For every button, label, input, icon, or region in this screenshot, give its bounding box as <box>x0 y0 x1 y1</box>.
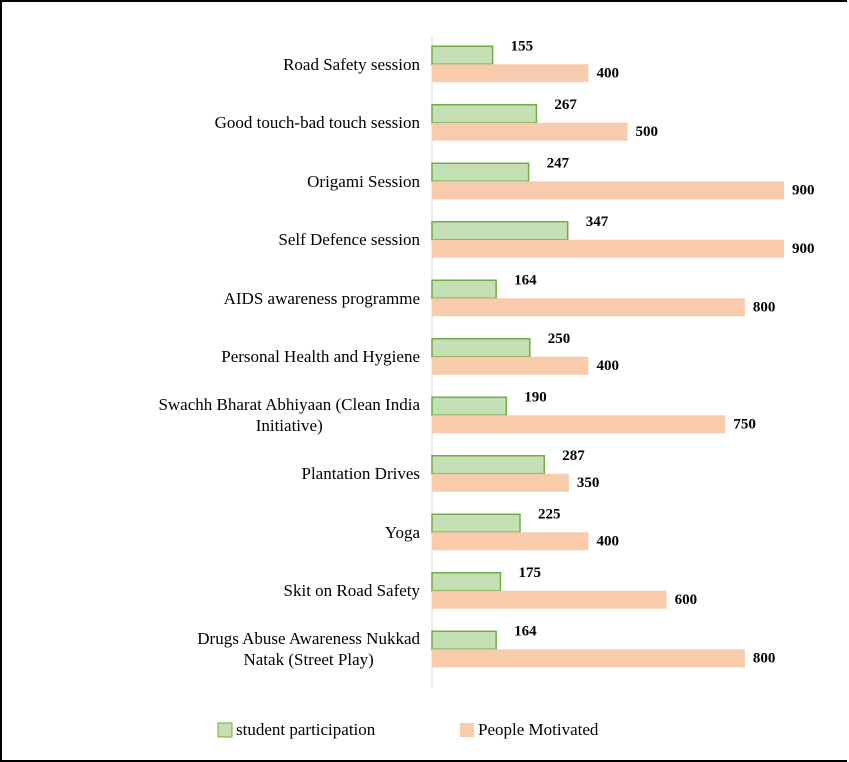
value-label: 175 <box>518 565 541 581</box>
bar <box>432 415 726 434</box>
category-text: Self Defence session <box>278 230 420 250</box>
bar <box>431 104 538 124</box>
category-label: Road Safety session <box>20 54 420 75</box>
category-text: Road Safety session <box>283 54 420 74</box>
category-label: Plantation Drives <box>20 463 420 484</box>
category-label: Self Defence session <box>20 229 420 250</box>
value-label: 400 <box>596 358 619 374</box>
value-label: 400 <box>596 534 619 550</box>
value-label: 164 <box>514 273 537 289</box>
bar <box>431 630 497 650</box>
value-label: 267 <box>554 97 577 113</box>
category-text: Good touch-bad touch session <box>214 113 420 133</box>
bar <box>432 181 784 200</box>
category-label: Yoga <box>20 522 420 543</box>
bar <box>432 298 745 317</box>
bar <box>431 279 497 299</box>
value-label: 400 <box>596 66 619 82</box>
bar <box>431 162 530 182</box>
category-label: Origami Session <box>20 171 420 192</box>
category-text: Skit on Road Safety <box>283 581 420 601</box>
legend-label: student participation <box>236 720 376 739</box>
category-label: Drugs Abuse Awareness Nukkad Natak (Stre… <box>20 628 420 670</box>
value-label: 190 <box>524 390 547 406</box>
bar <box>431 221 569 241</box>
bar <box>431 338 531 358</box>
value-label: 750 <box>733 417 756 433</box>
value-label: 800 <box>753 300 776 316</box>
value-label: 164 <box>514 624 537 640</box>
category-text: Yoga <box>384 522 420 542</box>
category-text: AIDS awareness programme <box>223 288 420 308</box>
category-text: Plantation Drives <box>301 464 420 484</box>
legend-label: People Motivated <box>478 720 599 739</box>
bar <box>432 356 589 375</box>
category-label: Good touch-bad touch session <box>20 112 420 133</box>
bar <box>432 64 589 83</box>
bar <box>431 396 508 416</box>
value-label: 600 <box>675 592 698 608</box>
bar <box>432 239 784 258</box>
value-label: 155 <box>511 39 533 55</box>
bar <box>431 513 521 533</box>
value-label: 347 <box>586 214 609 230</box>
bar <box>432 649 745 668</box>
category-label: Skit on Road Safety <box>20 580 420 601</box>
bar <box>431 572 502 592</box>
bar <box>432 590 667 609</box>
value-label: 287 <box>562 448 585 464</box>
bar <box>432 473 569 492</box>
value-label: 225 <box>538 507 561 523</box>
category-text: Swachh Bharat Abhiyaan (Clean India Init… <box>158 395 420 436</box>
bar <box>431 455 545 475</box>
value-label: 900 <box>792 183 815 199</box>
category-label: Swachh Bharat Abhiyaan (Clean India Init… <box>20 394 420 436</box>
category-text: Origami Session <box>307 171 420 191</box>
category-text: Personal Health and Hygiene <box>221 347 420 367</box>
value-label: 247 <box>547 156 570 172</box>
category-label: AIDS awareness programme <box>20 288 420 309</box>
category-text: Drugs Abuse Awareness Nukkad Natak (Stre… <box>197 629 420 670</box>
value-label: 350 <box>577 475 600 491</box>
legend-swatch <box>460 723 474 737</box>
value-label: 500 <box>636 124 659 140</box>
value-label: 250 <box>548 331 571 347</box>
value-label: 800 <box>753 651 776 667</box>
category-label: Personal Health and Hygiene <box>20 346 420 367</box>
legend-swatch <box>217 722 233 738</box>
bar <box>431 45 494 65</box>
bar <box>432 122 628 141</box>
bar <box>432 532 589 551</box>
value-label: 900 <box>792 241 815 257</box>
